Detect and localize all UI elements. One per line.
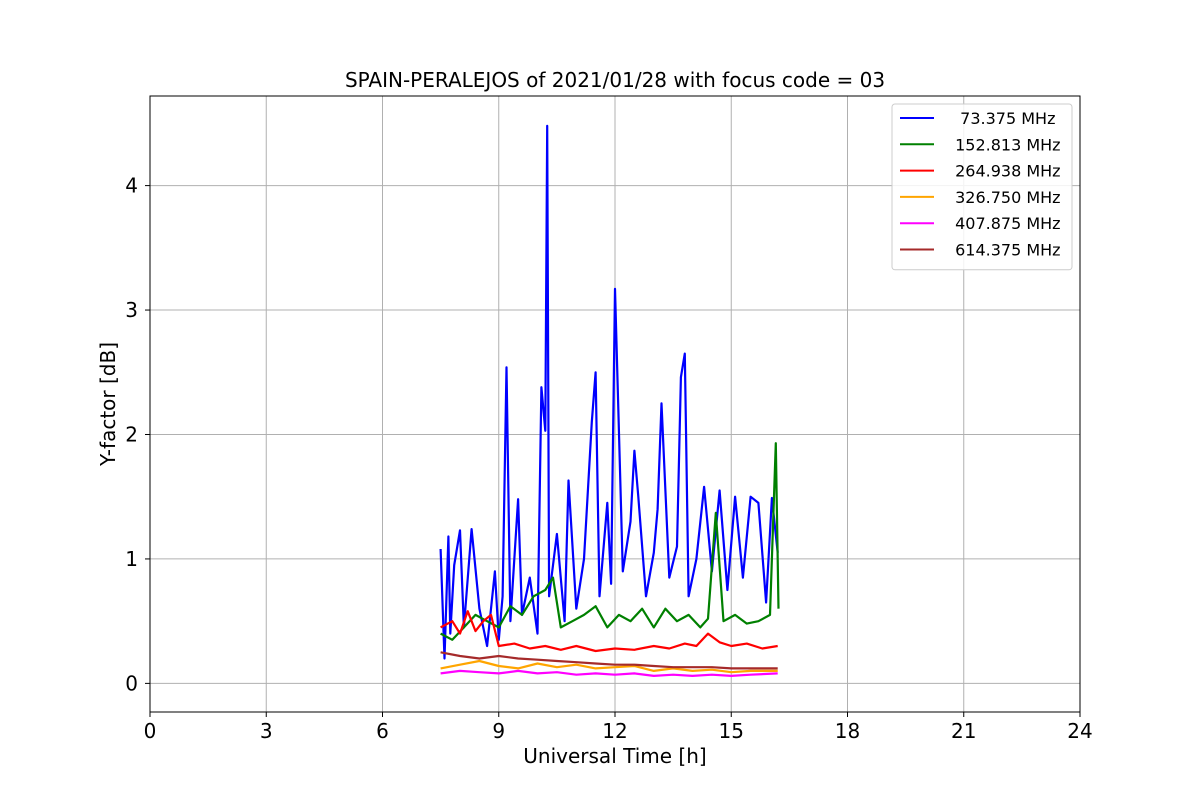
y-tick-label: 2	[125, 422, 138, 446]
y-tick-label: 0	[125, 671, 138, 695]
legend-entry-label: 264.938 MHz	[950, 162, 1061, 181]
y-axis-label: Y-factor [dB]	[96, 342, 120, 467]
x-tick-label: 0	[144, 719, 157, 743]
legend-entry-label: 73.375 MHz	[950, 109, 1055, 128]
y-tick-label: 3	[125, 298, 138, 322]
legend-entry-label: 407.875 MHz	[950, 214, 1061, 233]
x-tick-label: 15	[719, 719, 744, 743]
series-line-4	[440, 669, 778, 678]
x-tick-label: 24	[1067, 719, 1092, 743]
series-line-0	[439, 124, 779, 660]
y-tick-label: 4	[125, 174, 138, 198]
x-tick-label: 12	[602, 719, 627, 743]
x-tick-label: 6	[376, 719, 389, 743]
x-axis-label: Universal Time [h]	[523, 744, 706, 768]
chart-title: SPAIN-PERALEJOS of 2021/01/28 with focus…	[345, 68, 885, 92]
series-line-2	[440, 610, 778, 653]
y-tick-label: 1	[125, 547, 138, 571]
series-line-3	[440, 659, 778, 674]
x-tick-label: 18	[835, 719, 860, 743]
legend: 73.375 MHz 152.813 MHz 264.938 MHz 326.7…	[891, 103, 1073, 271]
series-line-5	[440, 651, 778, 670]
legend-entry-label: 326.750 MHz	[950, 188, 1061, 207]
legend-box	[891, 103, 1073, 271]
x-tick-label: 3	[260, 719, 273, 743]
legend-entry-label: 614.375 MHz	[950, 241, 1061, 260]
x-tick-label: 21	[951, 719, 976, 743]
series-line-1	[440, 442, 780, 641]
x-tick-label: 9	[492, 719, 505, 743]
legend-entry-label: 152.813 MHz	[950, 135, 1061, 154]
plot-series	[439, 124, 780, 678]
